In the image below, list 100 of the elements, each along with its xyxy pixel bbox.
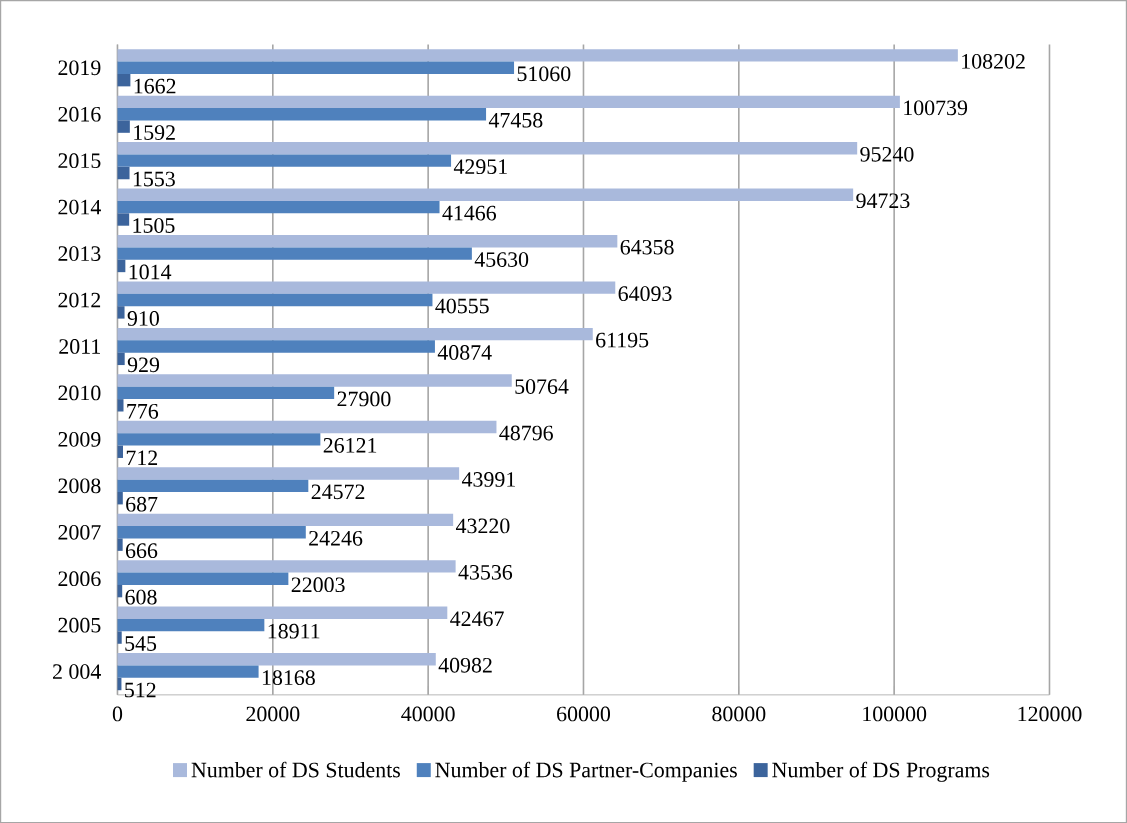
data-label: 18168: [262, 670, 315, 685]
y-tick-label: 2015: [58, 153, 101, 168]
y-tick-label: 2005: [58, 617, 101, 633]
bar: [117, 120, 130, 133]
data-label: 608: [125, 589, 157, 605]
bar: [117, 154, 452, 167]
bar: [117, 95, 900, 108]
data-label: 27900: [337, 391, 391, 407]
x-tick-label: 100000: [863, 706, 927, 722]
data-label: 100739: [904, 100, 968, 116]
y-tick-label: 2011: [59, 338, 100, 354]
legend-label: Number of DS Partner-Companies: [435, 761, 737, 782]
data-label: 50764: [515, 379, 569, 394]
data-label: 51060: [517, 66, 571, 82]
data-label: 43991: [461, 471, 515, 487]
bar: [117, 433, 321, 446]
bar: [117, 479, 309, 492]
data-label: 43536: [458, 564, 513, 580]
x-tick-label: 120000: [1018, 706, 1082, 722]
bar: [117, 374, 512, 387]
data-label: 48796: [499, 425, 553, 441]
data-label: 666: [125, 543, 158, 558]
bar: [117, 606, 448, 619]
y-tick-label: 2014: [58, 199, 101, 215]
bar: [117, 306, 125, 319]
bar: [117, 652, 436, 666]
bar: [117, 491, 123, 505]
bar: [117, 200, 440, 214]
data-label: 26121: [323, 437, 377, 453]
data-label: 42467: [450, 611, 504, 626]
bar: [117, 213, 130, 226]
data-label: 776: [127, 403, 159, 419]
data-label: 42951: [453, 159, 507, 174]
bar: [117, 247, 472, 260]
y-tick-label: 2008: [58, 478, 101, 494]
data-label: 40982: [438, 657, 492, 673]
data-label: 929: [127, 357, 160, 373]
data-label: 61195: [596, 332, 649, 348]
bar: [117, 398, 124, 412]
bar: [117, 352, 125, 365]
legend-label: Number of DS Students: [191, 761, 400, 778]
data-label: 512: [125, 682, 156, 698]
y-tick-label: 2009: [58, 431, 101, 447]
data-label: 24246: [309, 530, 363, 546]
bar: [117, 584, 123, 598]
bar: [117, 166, 130, 180]
data-label: 47458: [488, 112, 543, 128]
bar: [117, 445, 124, 458]
data-label: 1553: [133, 171, 175, 187]
bar: [117, 49, 958, 62]
bar: [117, 293, 433, 307]
y-tick-label: 2016: [58, 106, 101, 122]
data-label: 1662: [134, 78, 176, 94]
bar: [117, 386, 335, 399]
bar: [117, 467, 460, 480]
data-label: 18911: [268, 623, 320, 639]
y-tick-label: 2006: [58, 571, 101, 586]
data-label: 712: [126, 450, 158, 465]
bar: [117, 107, 487, 121]
data-label: 24572: [311, 484, 365, 500]
bar: [117, 188, 854, 201]
bar: [117, 572, 289, 585]
x-tick-label: 20000: [246, 706, 300, 722]
data-label: 687: [126, 496, 158, 512]
bar: [117, 525, 306, 539]
data-label: 22003: [291, 577, 345, 592]
bar: [117, 141, 858, 155]
bar: [117, 61, 515, 74]
bar: [117, 259, 126, 272]
data-label: 41466: [442, 205, 497, 221]
x-tick-label: 80000: [712, 706, 766, 722]
data-label: 64358: [620, 239, 674, 255]
x-tick-label: 0: [112, 706, 123, 722]
bar: [117, 340, 435, 353]
data-label: 40874: [437, 344, 492, 360]
legend-label: Number of DS Programs: [772, 761, 990, 782]
data-label: 45630: [474, 252, 529, 267]
bar: [117, 73, 131, 87]
bar: [117, 560, 456, 573]
bar: [117, 420, 497, 434]
data-label: 94723: [856, 193, 910, 208]
data-label: 545: [125, 636, 157, 651]
bar: [117, 327, 593, 341]
y-tick-label: 2012: [58, 292, 101, 308]
data-label: 40555: [435, 298, 489, 314]
y-tick-label: 2007: [58, 524, 101, 540]
bar: [117, 538, 123, 551]
data-label: 1592: [134, 125, 175, 140]
data-label: 108202: [962, 53, 1025, 69]
data-label: 1014: [129, 264, 172, 280]
bar: [117, 513, 454, 526]
data-label: 910: [127, 310, 159, 326]
y-tick-label: 2013: [58, 246, 101, 261]
bar: [117, 234, 618, 248]
data-label: 1505: [133, 217, 175, 233]
bar: [117, 281, 616, 294]
data-label: 43220: [455, 518, 510, 534]
bar: [117, 665, 259, 678]
bar: [117, 618, 265, 632]
data-label: 64093: [618, 286, 672, 301]
